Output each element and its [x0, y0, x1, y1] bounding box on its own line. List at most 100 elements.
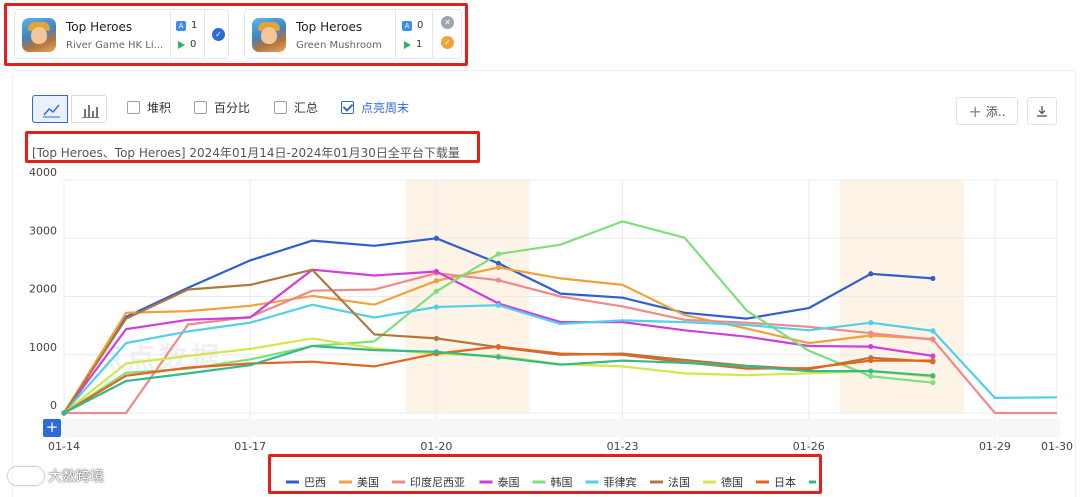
android-count: 1 [416, 39, 423, 50]
percent-checkbox[interactable] [194, 101, 207, 114]
check-icon[interactable]: ✓ [441, 36, 454, 49]
data-point [930, 275, 936, 282]
legend-label[interactable]: 美国 [357, 476, 379, 489]
data-point [495, 264, 502, 270]
x-tick-label: 01-30 [1041, 440, 1073, 453]
ios-count-row: A 1 [176, 20, 197, 31]
brand-logo-icon [8, 467, 44, 485]
download-icon [1037, 106, 1047, 117]
data-point [868, 320, 874, 326]
line-chart-toggle[interactable] [32, 95, 68, 123]
legend-label[interactable]: 菲律宾 [604, 475, 637, 489]
chart-legend: 巴西美国印度尼西亚泰国韩国菲律宾法国德国日本墨西哥 [286, 475, 816, 489]
ios-count: 0 [417, 20, 424, 31]
stack-checkbox[interactable] [127, 101, 140, 114]
highlight-weekend-option[interactable]: 点亮周末 [341, 99, 409, 116]
x-tick-label: 01-23 [607, 440, 639, 453]
check-icon[interactable]: ✓ [212, 28, 225, 41]
y-tick-label: 1000 [29, 341, 57, 354]
percent-option[interactable]: 百分比 [194, 99, 250, 116]
x-tick-label: 01-20 [420, 440, 452, 453]
total-label: 汇总 [294, 101, 319, 115]
legend-label[interactable]: 韩国 [551, 475, 573, 489]
download-button[interactable] [1027, 97, 1057, 125]
data-point [495, 343, 502, 350]
data-point [868, 330, 874, 336]
add-comparison-button[interactable]: + 添.. [956, 97, 1018, 125]
app-icon [252, 18, 286, 52]
ios-count-row: A 0 [402, 20, 423, 31]
bar-chart-icon [82, 105, 99, 118]
card-divider [170, 10, 171, 58]
data-point [495, 260, 502, 266]
app-developer: River Game HK Li... [66, 40, 164, 51]
x-tick-label: 01-14 [48, 440, 80, 453]
data-point [433, 335, 439, 342]
data-point [433, 268, 439, 275]
series-line-6 [63, 303, 1058, 414]
data-point [930, 357, 936, 364]
card-divider [395, 10, 396, 58]
android-count-row: 0 [176, 39, 196, 50]
percent-label: 百分比 [214, 101, 251, 115]
data-point [868, 373, 874, 379]
corner-watermark: 大数跨境 [8, 466, 104, 486]
legend-label[interactable]: 日本 [774, 475, 796, 489]
stack-label: 堆积 [147, 101, 172, 115]
y-tick-label: 0 [50, 399, 57, 412]
legend-label[interactable]: 法国 [668, 475, 690, 489]
subtitle-highlight [25, 131, 480, 163]
data-point [433, 278, 439, 284]
data-point [930, 328, 936, 334]
data-point [868, 368, 874, 374]
app-store-icon: A [402, 20, 412, 31]
x-tick-label: 01-17 [234, 440, 266, 453]
legend-label[interactable]: 泰国 [498, 475, 520, 489]
app-name: Top Heroes [66, 20, 133, 34]
data-point [930, 353, 936, 359]
data-point [433, 304, 439, 310]
chart-subtitle: [Top Heroes、Top Heroes] 2024年01月14日-2024… [32, 146, 460, 160]
data-point [868, 343, 874, 350]
series-line-3 [64, 272, 1057, 415]
app-name: Top Heroes [296, 20, 363, 34]
app-store-icon: A [176, 20, 186, 31]
legend-label[interactable]: 巴西 [304, 476, 326, 489]
data-point [61, 410, 67, 416]
highlight-weekend-checkbox[interactable] [341, 101, 354, 114]
data-point [433, 235, 439, 241]
total-checkbox[interactable] [274, 101, 287, 114]
x-tick-label: 01-29 [979, 440, 1011, 453]
app-card-1[interactable]: Top Heroes River Game HK Li... A 1 0 ✓ [14, 9, 229, 59]
stack-option[interactable]: 堆积 [127, 99, 171, 116]
legend-label[interactable]: 德国 [721, 475, 743, 489]
y-tick-label: 2000 [29, 283, 57, 296]
total-option[interactable]: 汇总 [274, 99, 318, 116]
app-selector: Top Heroes River Game HK Li... A 1 0 ✓ T… [4, 3, 468, 66]
app-icon [22, 18, 56, 52]
legend-label[interactable]: 印度尼西亚 [410, 475, 465, 489]
data-point [930, 380, 936, 386]
y-tick-label: 4000 [29, 166, 57, 179]
card-divider [432, 10, 433, 58]
remove-icon[interactable]: ✕ [441, 16, 454, 29]
android-count-row: 1 [402, 39, 422, 50]
expand-button[interactable]: + [43, 419, 61, 437]
data-point [868, 271, 874, 277]
app-developer: Green Mushroom [296, 40, 382, 51]
x-range-track [61, 419, 1060, 437]
legend-highlight [268, 454, 822, 494]
bar-chart-toggle[interactable] [71, 95, 107, 123]
plus-icon: + [968, 101, 982, 121]
highlight-weekend-label: 点亮周末 [361, 101, 410, 115]
google-play-icon [178, 40, 185, 49]
data-point [930, 373, 936, 379]
data-point [433, 349, 439, 355]
x-tick-label: 01-26 [793, 440, 825, 453]
corner-watermark-text: 大数跨境 [48, 469, 104, 485]
data-point [930, 337, 936, 343]
data-point [495, 251, 502, 257]
y-tick-label: 3000 [29, 224, 57, 237]
google-play-icon [404, 40, 411, 49]
app-card-2[interactable]: Top Heroes Green Mushroom A 0 1 ✕ ✓ [244, 9, 462, 59]
